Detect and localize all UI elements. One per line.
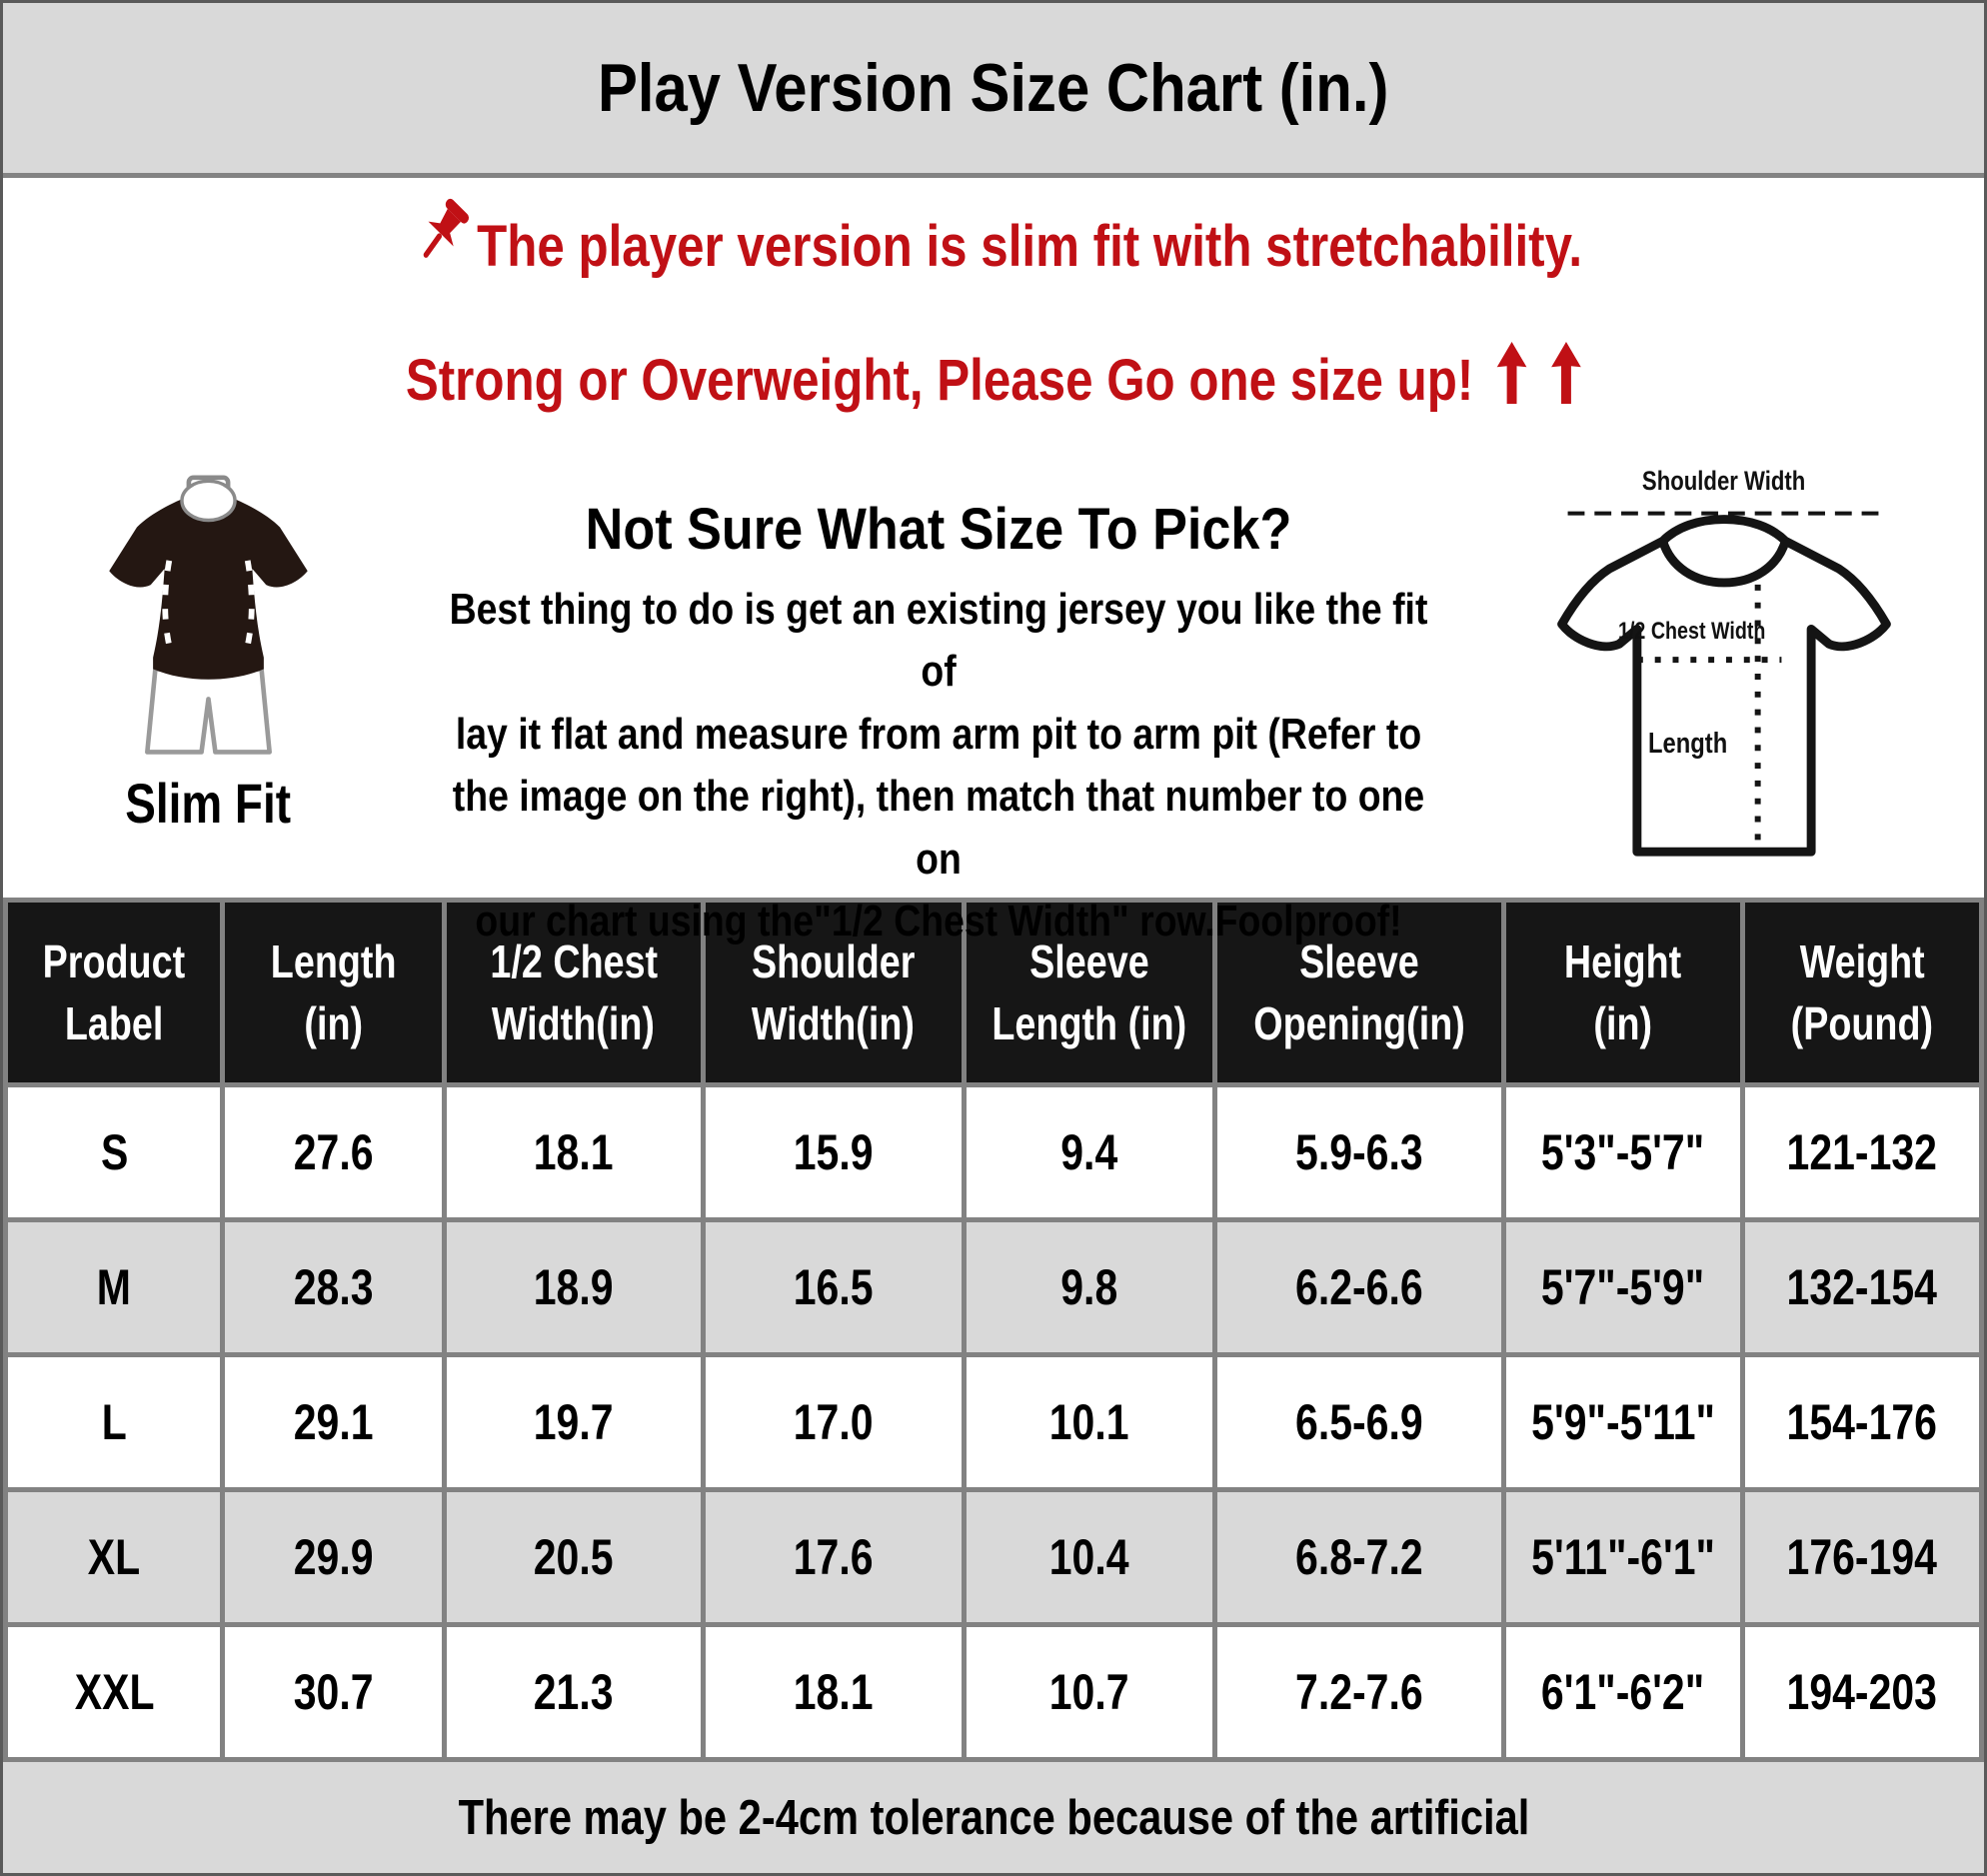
cell-sleeve-length: 10.1 — [961, 1352, 1217, 1492]
notice-line-2: Strong or Overweight, Please Go one size… — [405, 347, 1473, 413]
up-arrow-icon — [1495, 342, 1527, 418]
cell-weight: 194-203 — [1739, 1622, 1984, 1762]
cell-shoulder: 15.9 — [700, 1082, 967, 1222]
cell-weight: 176-194 — [1739, 1487, 1984, 1627]
table-row-l: L 29.1 19.7 17.0 10.1 6.5-6.9 5'9"-5'11"… — [3, 1352, 1984, 1492]
cell-sleeve-length: 9.8 — [961, 1217, 1217, 1357]
cell-height: 5'11"-6'1" — [1500, 1487, 1745, 1627]
title-band: Play Version Size Chart (in.) — [3, 3, 1984, 178]
shoulder-width-label: Shoulder Width — [1642, 466, 1806, 496]
tolerance-footnote: There may be 2-4cm tolerance because of … — [3, 1762, 1984, 1873]
length-label: Length — [1648, 728, 1728, 760]
cell-sleeve-opening: 6.5-6.9 — [1211, 1352, 1506, 1492]
cell-chest: 18.9 — [441, 1217, 706, 1357]
cell-height: 5'7"-5'9" — [1500, 1217, 1745, 1357]
cell-height: 5'9"-5'11" — [1500, 1352, 1745, 1492]
pushpin-icon — [404, 194, 475, 292]
col-header-length: Length (in) — [220, 898, 447, 1087]
cell-height: 6'1"-6'2" — [1500, 1622, 1745, 1762]
size-help-block: Not Sure What Size To Pick? Best thing t… — [363, 458, 1514, 945]
up-arrow-icon — [1549, 342, 1581, 418]
col-header-product-label: Product Label — [3, 898, 226, 1087]
measurement-diagram: Shoulder Width 1/2 Chest Width Length — [1514, 458, 1934, 882]
size-help-line: Best thing to do is get an existing jers… — [449, 585, 1428, 697]
cell-length: 30.7 — [220, 1622, 447, 1762]
cell-size: S — [3, 1082, 226, 1222]
cell-chest: 19.7 — [441, 1352, 706, 1492]
intro-columns: Slim Fit Not Sure What Size To Pick? Bes… — [3, 458, 1984, 945]
cell-sleeve-length: 9.4 — [961, 1082, 1217, 1222]
size-help-heading: Not Sure What Size To Pick? — [585, 497, 1292, 562]
cell-sleeve-opening: 7.2-7.6 — [1211, 1622, 1506, 1762]
col-header-height: Height (in) — [1500, 898, 1745, 1087]
cell-chest: 18.1 — [441, 1082, 706, 1222]
cell-sleeve-length: 10.7 — [961, 1622, 1217, 1762]
table-row-m: M 28.3 18.9 16.5 9.8 6.2-6.6 5'7"-5'9" 1… — [3, 1217, 1984, 1357]
cell-sleeve-opening: 6.8-7.2 — [1211, 1487, 1506, 1627]
cell-sleeve-opening: 6.2-6.6 — [1211, 1217, 1506, 1357]
half-chest-width-label: 1/2 Chest Width — [1618, 618, 1766, 645]
col-header-shoulder-width: Shoulder Width(in) — [700, 898, 967, 1087]
size-help-line: the image on the right), then match that… — [452, 772, 1425, 884]
table-header-row: Product Label Length (in) 1/2 Chest Width(i… — [3, 898, 1984, 1087]
slim-fit-outfit-icon — [108, 475, 308, 755]
cell-sleeve-length: 10.4 — [961, 1487, 1217, 1627]
cell-length: 28.3 — [220, 1217, 447, 1357]
col-header-weight: Weight (Pound) — [1739, 898, 1984, 1087]
cell-length: 29.9 — [220, 1487, 447, 1627]
col-header-half-chest-width: 1/2 Chest Width(in) — [441, 898, 706, 1087]
tshirt-outline-icon — [1557, 511, 1891, 857]
cell-shoulder: 18.1 — [700, 1622, 967, 1762]
size-help-line: our chart using the"1/2 Chest Width" row… — [475, 897, 1402, 946]
size-up-notice-row: Strong or Overweight, Please Go one size… — [3, 342, 1984, 418]
cell-length: 29.1 — [220, 1352, 447, 1492]
table-row-s: S 27.6 18.1 15.9 9.4 5.9-6.3 5'3"-5'7" 1… — [3, 1082, 1984, 1222]
cell-size: M — [3, 1217, 226, 1357]
cell-size: XL — [3, 1487, 226, 1627]
slim-fit-label: Slim Fit — [125, 772, 291, 835]
cell-sleeve-opening: 5.9-6.3 — [1211, 1082, 1506, 1222]
footnote-text: There may be 2-4cm tolerance because of … — [458, 1790, 1529, 1845]
cell-weight: 132-154 — [1739, 1217, 1984, 1357]
cell-size: L — [3, 1352, 226, 1492]
cell-chest: 21.3 — [441, 1622, 706, 1762]
cell-length: 27.6 — [220, 1082, 447, 1222]
table-row-xxl: XXL 30.7 21.3 18.1 10.7 7.2-7.6 6'1"-6'2… — [3, 1622, 1984, 1762]
size-help-line: lay it flat and measure from arm pit to … — [455, 709, 1422, 759]
slim-fit-notice-row: The player version is slim fit with stre… — [3, 198, 1984, 292]
table-row-xl: XL 29.9 20.5 17.6 10.4 6.8-7.2 5'11"-6'1… — [3, 1487, 1984, 1627]
cell-height: 5'3"-5'7" — [1500, 1082, 1745, 1222]
notice-line-1: The player version is slim fit with stre… — [477, 213, 1583, 279]
cell-weight: 154-176 — [1739, 1352, 1984, 1492]
cell-shoulder: 17.6 — [700, 1487, 967, 1627]
cell-weight: 121-132 — [1739, 1082, 1984, 1222]
cell-shoulder: 16.5 — [700, 1217, 967, 1357]
cell-chest: 20.5 — [441, 1487, 706, 1627]
cell-shoulder: 17.0 — [700, 1352, 967, 1492]
cell-size: XXL — [3, 1622, 226, 1762]
size-help-text: Best thing to do is get an existing jers… — [363, 579, 1514, 953]
col-header-sleeve-opening: Sleeve Opening(in) — [1211, 898, 1506, 1087]
page-title: Play Version Size Chart (in.) — [598, 50, 1389, 126]
size-table: Product Label Length (in) 1/2 Chest Width(i… — [3, 898, 1984, 1762]
col-header-sleeve-length: Sleeve Length (in) — [961, 898, 1217, 1087]
slim-fit-illustration: Slim Fit — [53, 458, 363, 882]
